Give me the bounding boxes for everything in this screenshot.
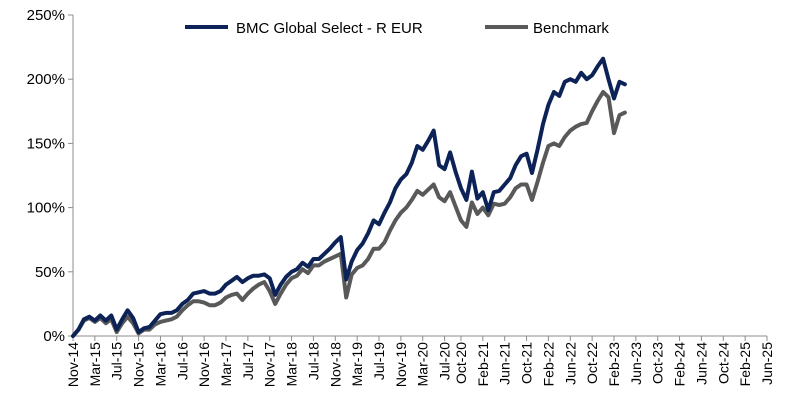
- x-tick-label: Jul-17: [240, 342, 256, 380]
- x-tick-label: Nov-17: [262, 342, 278, 387]
- x-tick-label: Feb-22: [540, 342, 556, 387]
- x-tick-label: Nov-14: [65, 342, 81, 387]
- x-tick-label: Mar-17: [218, 342, 234, 387]
- x-tick-label: Jul-19: [371, 342, 387, 380]
- x-axis-ticks: Nov-14 Mar-15 Jul-15 Nov-15 Mar-16 Jul-16 Nov-…: [65, 336, 775, 387]
- x-tick-label: Oct-20: [453, 342, 469, 384]
- x-tick-label: Nov-19: [393, 342, 409, 387]
- x-tick-label: Mar-16: [152, 342, 168, 387]
- y-tick-label: 150%: [27, 135, 65, 152]
- y-tick-label: 0%: [43, 328, 65, 345]
- x-tick-label: Feb-25: [737, 342, 753, 387]
- x-tick-label: Oct-21: [519, 342, 535, 384]
- x-tick-label: Oct-24: [715, 342, 731, 384]
- x-tick-label: Jun-24: [693, 342, 709, 385]
- x-tick-label: Jul-15: [109, 342, 125, 380]
- x-tick-label: Mar-15: [87, 342, 103, 387]
- x-tick-label: Mar-18: [284, 342, 300, 387]
- legend-label-benchmark: Benchmark: [533, 20, 609, 37]
- y-axis-ticks: 0% 50% 100% 150% 200% 250%: [27, 7, 73, 345]
- y-tick-label: 100%: [27, 200, 65, 217]
- series-line-bmc: [71, 56, 627, 338]
- x-tick-label: Mar-20: [415, 342, 431, 387]
- x-tick-label: Oct-23: [650, 342, 666, 384]
- x-tick-label: Nov-18: [327, 342, 343, 387]
- x-tick-label: Nov-15: [131, 342, 147, 387]
- x-tick-label: Jun-25: [759, 342, 775, 385]
- y-tick-label: 50%: [35, 264, 65, 281]
- x-tick-label: Jun-23: [628, 342, 644, 385]
- y-tick-label: 250%: [27, 7, 65, 24]
- x-tick-label: Feb-23: [606, 342, 622, 387]
- y-tick-label: 200%: [27, 71, 65, 88]
- x-tick-label: Jun-22: [562, 342, 578, 385]
- x-tick-label: Jul-20: [437, 342, 453, 380]
- x-tick-label: Nov-16: [196, 342, 212, 387]
- x-tick-label: Feb-21: [475, 342, 491, 387]
- x-tick-label: Jul-18: [305, 342, 321, 380]
- x-tick-label: Jul-16: [174, 342, 190, 380]
- series-layer: [71, 56, 627, 338]
- x-tick-label: Jun-21: [497, 342, 513, 385]
- x-tick-label: Oct-22: [584, 342, 600, 384]
- series-line-benchmark: [71, 90, 627, 338]
- legend-label-bmc: BMC Global Select - R EUR: [236, 20, 423, 37]
- x-tick-label: Mar-19: [349, 342, 365, 387]
- x-tick-label: Feb-24: [672, 342, 688, 387]
- legend: BMC Global Select - R EUR Benchmark: [185, 20, 609, 37]
